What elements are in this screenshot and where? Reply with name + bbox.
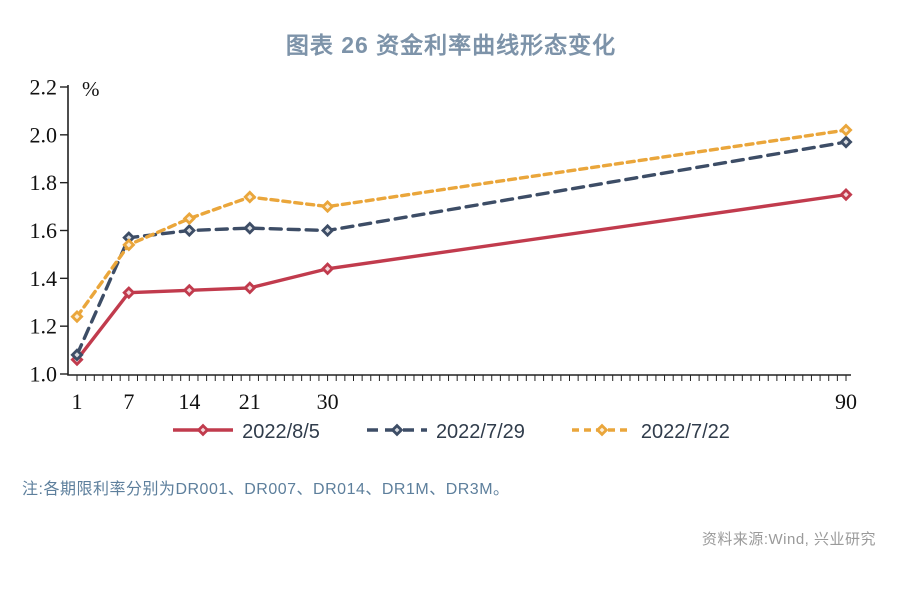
y-tick-label: 1.6 bbox=[30, 218, 58, 243]
legend-label: 2022/8/5 bbox=[242, 421, 320, 443]
x-tick-label: 7 bbox=[123, 389, 134, 414]
data-point-center bbox=[843, 192, 849, 198]
legend-item-2022-7-22: 2022/7/22 bbox=[571, 421, 730, 444]
y-tick-label: 1.8 bbox=[30, 170, 58, 195]
data-source: 资料来源:Wind, 兴业研究 bbox=[701, 531, 876, 548]
data-point-center bbox=[74, 314, 80, 320]
legend-line-diamond-icon bbox=[571, 421, 633, 444]
y-tick-label: 1.0 bbox=[30, 362, 58, 387]
legend-label: 2022/7/29 bbox=[435, 421, 525, 443]
y-axis-unit-label: % bbox=[82, 77, 100, 101]
legend-swatch-svg bbox=[571, 423, 632, 437]
y-tick-label: 1.4 bbox=[30, 266, 58, 291]
legend-line-diamond-icon bbox=[172, 421, 234, 444]
data-point-center bbox=[324, 203, 331, 210]
legend-swatch-svg bbox=[366, 423, 427, 437]
data-point-center bbox=[843, 139, 849, 145]
data-point-center bbox=[186, 215, 192, 222]
x-tick-label: 14 bbox=[178, 389, 200, 414]
series-line-2022/7/22 bbox=[75, 128, 848, 319]
footnote: 注:各期限利率分别为DR001、DR007、DR014、DR1M、DR3M。 bbox=[22, 481, 510, 498]
y-tick-label: 2.2 bbox=[30, 75, 58, 100]
data-point-center bbox=[126, 242, 132, 248]
axis-lines bbox=[67, 85, 851, 376]
legend-label: 2022/7/22 bbox=[640, 421, 730, 443]
data-point-center bbox=[126, 290, 132, 296]
series-line-2022/8/5 bbox=[75, 192, 848, 362]
data-point-center bbox=[186, 287, 192, 293]
data-point-center bbox=[843, 127, 849, 133]
chart-legend: 2022/8/5 2022/7/29 2022/7/22 bbox=[0, 421, 902, 444]
data-point-center bbox=[74, 352, 80, 358]
legend-line-diamond-icon bbox=[366, 421, 428, 444]
rate-curve-chart: 1.0 1.2 1.4 1.6 1.8 2.0 2.2 % 1 7 14 21 30 90 bbox=[30, 75, 858, 415]
data-point-center bbox=[247, 285, 253, 291]
legend-swatch-svg bbox=[173, 423, 234, 437]
data-point-center bbox=[324, 266, 331, 272]
y-tick-label: 1.2 bbox=[30, 314, 58, 339]
data-point-center bbox=[247, 225, 253, 231]
legend-item-2022-8-5: 2022/8/5 bbox=[172, 421, 320, 444]
x-tick-label: 1 bbox=[72, 389, 83, 414]
x-tick-label: 21 bbox=[239, 389, 261, 414]
data-point-center bbox=[126, 235, 132, 241]
chart-title: 图表 26 资金利率曲线形态变化 bbox=[285, 32, 617, 58]
data-point-center bbox=[247, 194, 253, 200]
legend-item-2022-7-29: 2022/7/29 bbox=[366, 421, 525, 444]
data-point-center bbox=[186, 227, 192, 234]
x-tick-label: 90 bbox=[835, 389, 857, 414]
x-tick-label: 30 bbox=[317, 389, 339, 414]
y-tick-label: 2.0 bbox=[30, 122, 58, 147]
data-point-center bbox=[324, 227, 331, 234]
